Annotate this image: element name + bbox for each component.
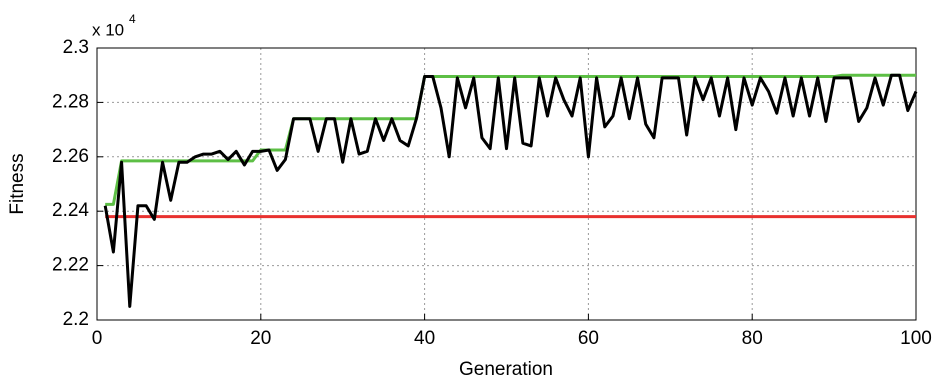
y-tick-label: 2.24 bbox=[52, 200, 89, 221]
x-axis-label: Generation bbox=[459, 359, 553, 380]
y-tick-label: 2.26 bbox=[52, 146, 89, 167]
x-tick-label: 0 bbox=[92, 328, 103, 349]
y-multiplier-exponent: 4 bbox=[129, 12, 136, 26]
x-tick-label: 60 bbox=[578, 328, 599, 349]
y-axis-label: Fitness bbox=[7, 153, 28, 214]
plot-frame bbox=[96, 47, 917, 321]
y-tick-label: 2.22 bbox=[52, 255, 89, 276]
series-line bbox=[105, 73, 916, 206]
x-tick-label: 80 bbox=[742, 328, 763, 349]
series-line bbox=[103, 73, 918, 308]
x-tick-label: 20 bbox=[250, 328, 271, 349]
x-tick-label: 100 bbox=[900, 328, 932, 349]
x-tick-label: 40 bbox=[414, 328, 435, 349]
y-tick-label: 2.3 bbox=[63, 37, 89, 58]
y-tick-label: 2.2 bbox=[63, 309, 89, 330]
y-tick-label: 2.28 bbox=[52, 91, 89, 112]
y-multiplier: x 10 bbox=[92, 20, 124, 39]
